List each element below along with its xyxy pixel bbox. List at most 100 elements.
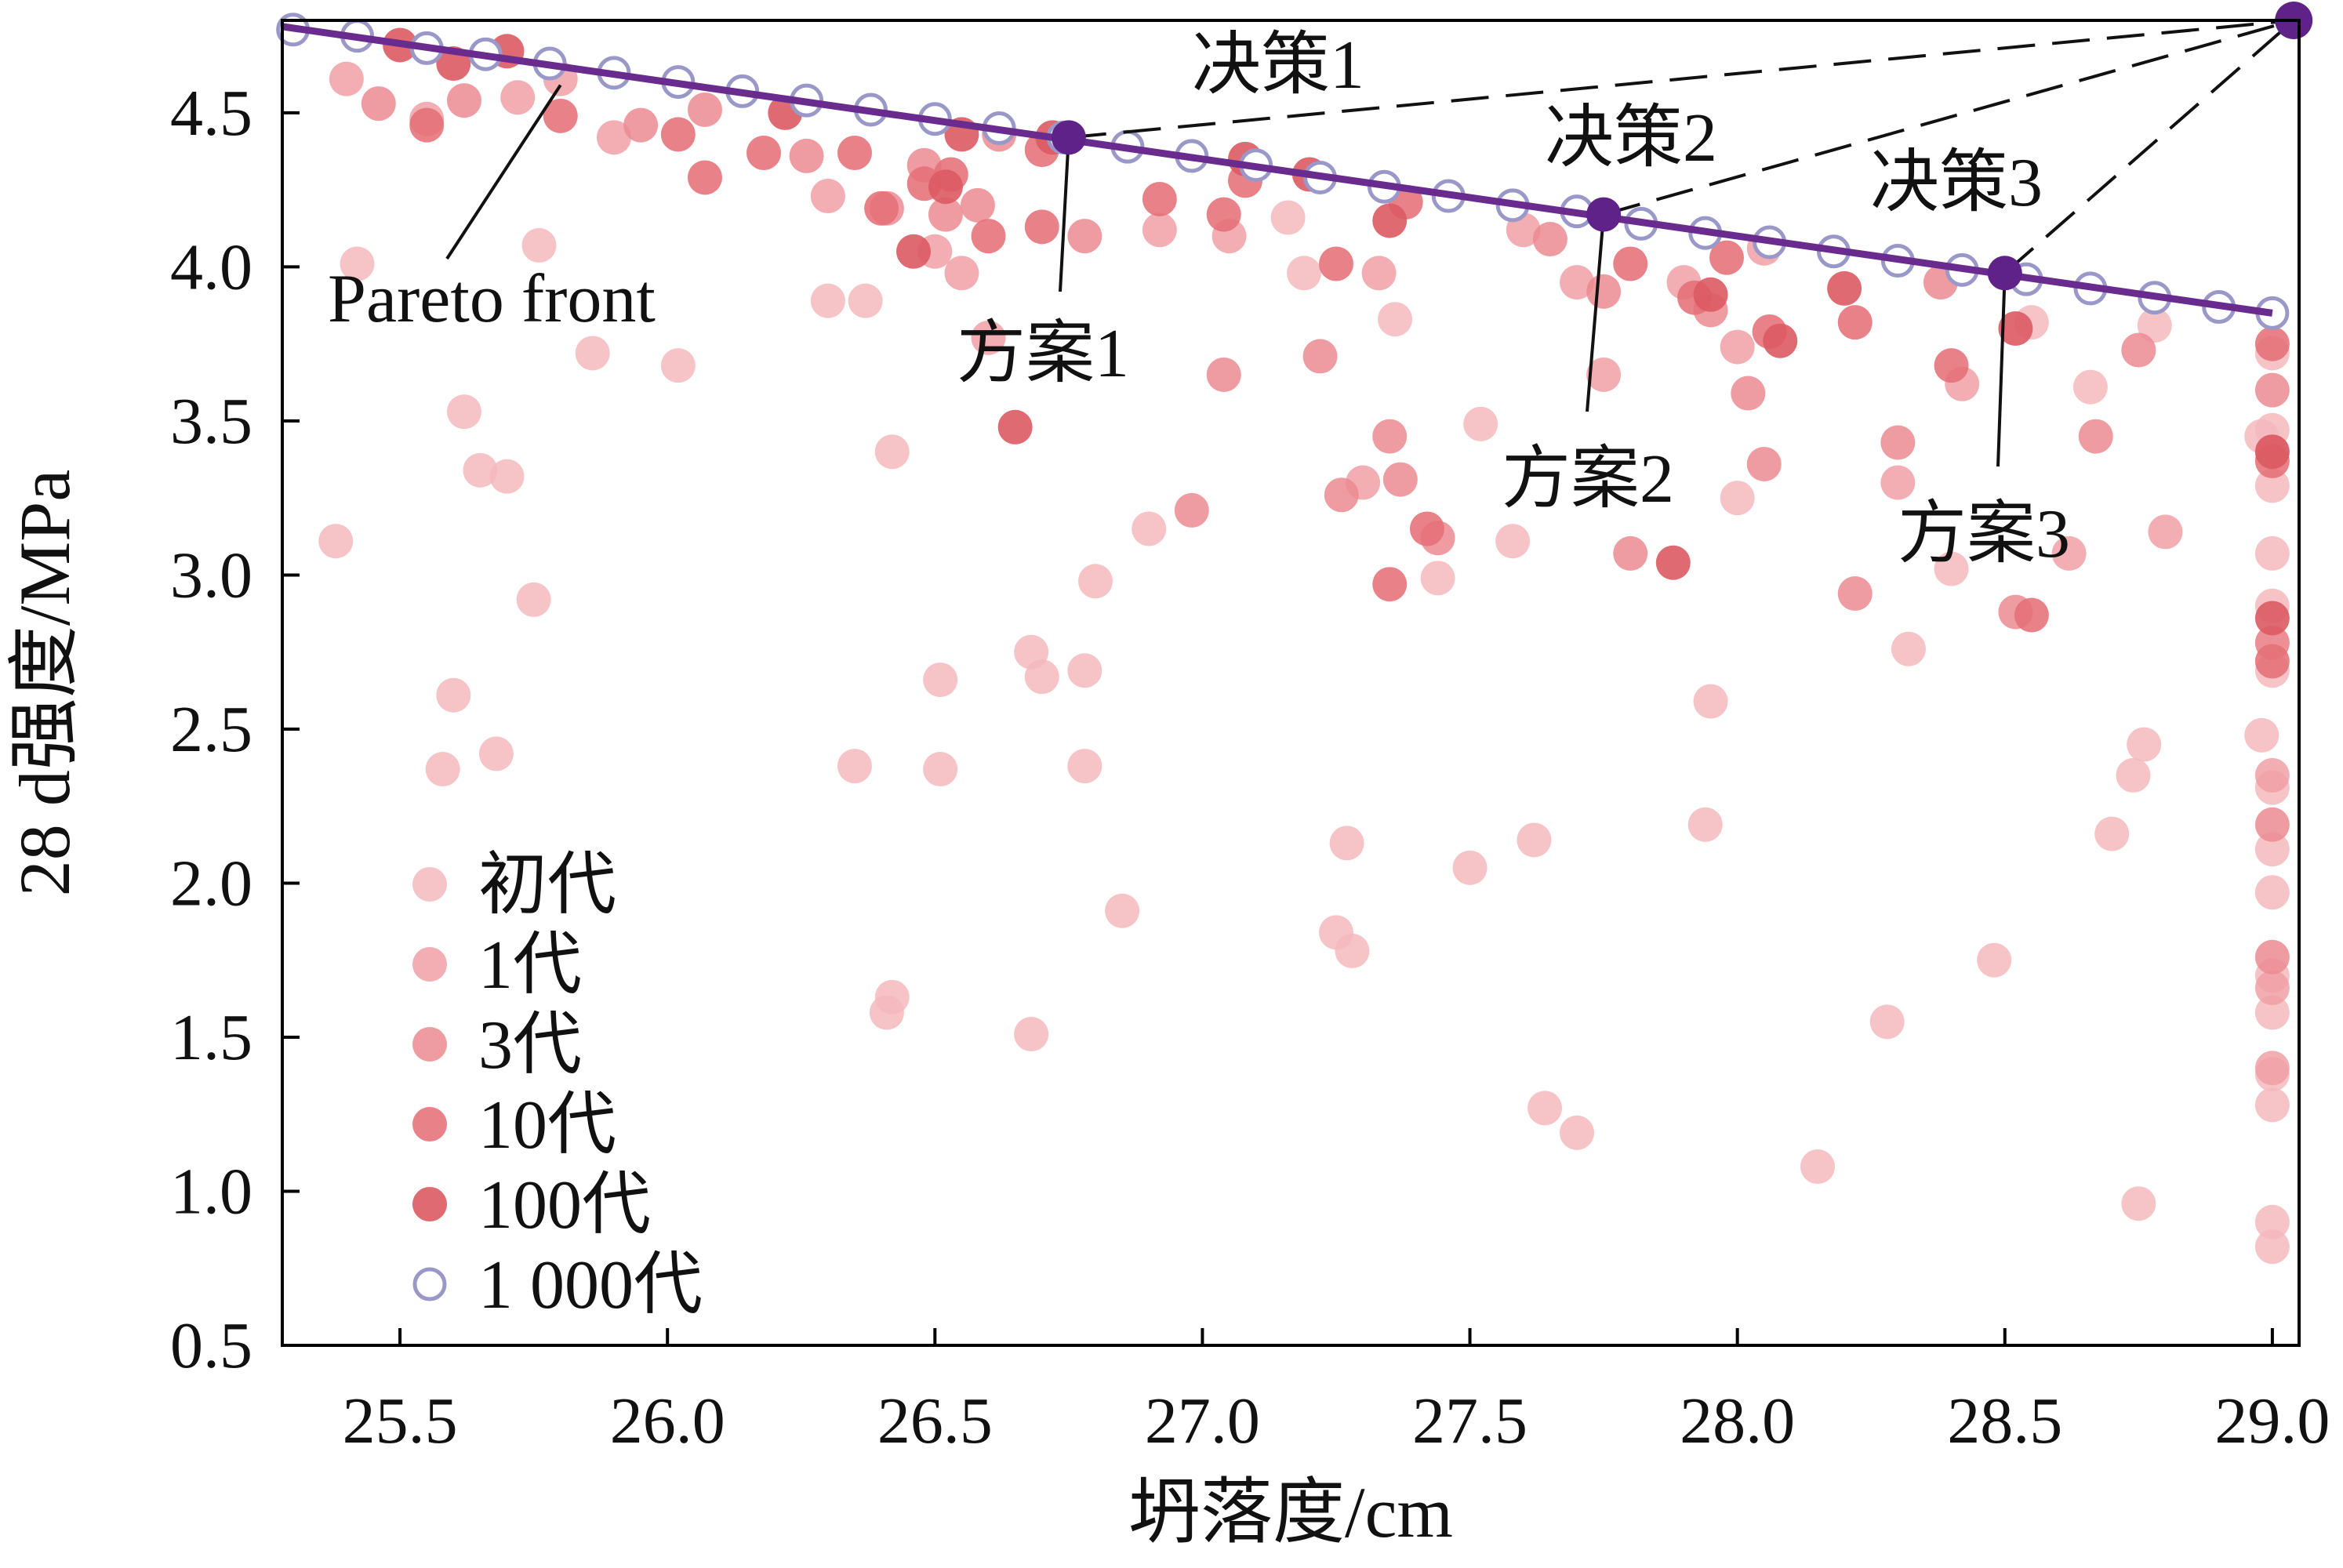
data-point-gen-0 [1527,1091,1563,1126]
decision-3-label: 决策3 [1870,145,2043,221]
data-point-gen-1 [2148,514,2183,550]
data-point-gen-0 [516,582,551,617]
data-point-gen-0 [660,348,696,383]
x-tick-label: 28.5 [1947,1385,2062,1457]
y-tick-label: 1.5 [170,1001,252,1074]
data-point-gen-1 [500,80,536,115]
data-point-gen-0 [1693,684,1728,719]
data-point-gen-0 [874,434,910,470]
data-point-gen-2 [960,187,995,223]
data-point-gen-0 [1077,564,1113,599]
data-point-gen-2 [2254,372,2290,408]
data-point-gen-0 [2244,717,2279,753]
pareto-front-leader [445,84,562,260]
data-point-gen-0 [923,662,958,698]
data-point-gen-0 [1329,826,1364,861]
data-point-gen-2 [1324,477,1359,513]
data-point-gen-1 [810,179,845,214]
data-point-gen-0 [1067,749,1102,784]
data-point-gen-0 [318,524,354,559]
data-point-gen-3 [660,117,696,152]
data-point-gen-3 [543,98,578,133]
data-point-gen-2 [928,197,963,232]
decision-line-2 [1603,19,2294,216]
data-point-gen-4 [1655,545,1691,580]
data-point-gen-0 [2254,1204,2290,1240]
solution-3-leader [1996,273,2007,467]
data-point-gen-0 [837,749,872,784]
solution-1-point [1051,120,1086,155]
data-point-gen-0 [1977,942,2012,978]
y-tick-label: 3.5 [170,385,252,458]
data-point-gen-4 [896,234,932,269]
data-point-gen-0 [2121,1186,2156,1221]
data-point-gen-2 [1746,446,1782,481]
solution-2-label: 方案2 [1502,441,1674,517]
solution-2-leader [1586,214,1606,412]
data-point-gen-0 [1495,524,1531,559]
data-point-gen-0 [436,677,471,713]
data-point-gen-1 [2254,757,2290,793]
x-tick-label: 26.5 [877,1385,993,1457]
data-point-gen-4 [2254,434,2290,470]
data-point-gen-1 [1880,465,1916,500]
data-point-gen-0 [2254,875,2290,910]
data-point-gen-2 [2078,419,2113,454]
data-point-gen-0 [1132,511,1167,546]
data-point-gen-0 [923,752,958,787]
legend-label: 100代 [478,1167,651,1243]
data-point-gen-2 [1586,274,1622,309]
data-points-layer [276,13,2290,1265]
data-point-gen-0 [2072,369,2108,405]
x-tick-label: 29.0 [2214,1385,2330,1457]
data-point-gen-1 [1361,256,1397,291]
solution-1-label: 方案1 [957,316,1129,392]
data-point-gen-0 [2254,995,2290,1030]
legend-marker [412,1107,447,1142]
legend-label: 1 000代 [478,1247,703,1323]
data-point-gen-4 [997,409,1033,445]
data-point-gen-2 [789,138,824,173]
x-tick-label: 27.0 [1145,1385,1260,1457]
data-point-gen-3 [1709,240,1745,275]
legend-label: 初代 [478,848,616,924]
data-point-gen-0 [425,752,460,787]
data-point-gen-0 [1287,256,1322,291]
data-point-gen-4 [928,169,963,205]
data-point-gen-0 [446,394,481,430]
data-point-gen-0 [2254,1087,2290,1123]
data-point-gen-3 [971,219,1006,254]
y-axis-title: 28 d强度/MPa [5,470,85,896]
data-point-gen-3 [1142,181,1177,216]
x-tick-label: 28.0 [1680,1385,1795,1457]
data-point-gen-0 [2254,535,2290,571]
solution-3-label: 方案3 [1898,496,2070,572]
data-point-gen-3 [1934,348,1969,383]
legend-label: 10代 [478,1087,616,1163]
decision-2-label: 决策2 [1545,100,1717,176]
data-point-gen-2 [1372,419,1408,454]
data-point-gen-0 [1517,822,1552,858]
legend-marker [412,1027,447,1062]
data-point-gen-3 [1409,511,1444,546]
data-point-gen-2 [1174,492,1209,528]
legend-label: 1代 [478,927,582,1004]
data-point-gen-0 [2137,308,2172,343]
data-point-gen-1 [1142,212,1177,248]
data-point-gen-3 [687,160,722,195]
data-point-gen-0 [575,336,610,371]
data-point-gen-0 [2254,1229,2290,1265]
data-point-gen-0 [489,459,525,494]
data-point-gen-2 [1613,535,1648,571]
data-point-gen-3 [1372,567,1408,602]
pareto-front-label: Pareto front [328,261,656,337]
data-point-gen-4 [1998,311,2033,347]
legend-marker [412,867,447,902]
y-tick-label: 0.5 [170,1309,252,1382]
data-point-gen-2 [1206,357,1241,392]
data-point-gen-0 [810,283,845,318]
data-point-gen-0 [2254,468,2290,503]
data-point-gen-1 [596,120,631,155]
data-point-gen-4 [1763,323,1798,358]
